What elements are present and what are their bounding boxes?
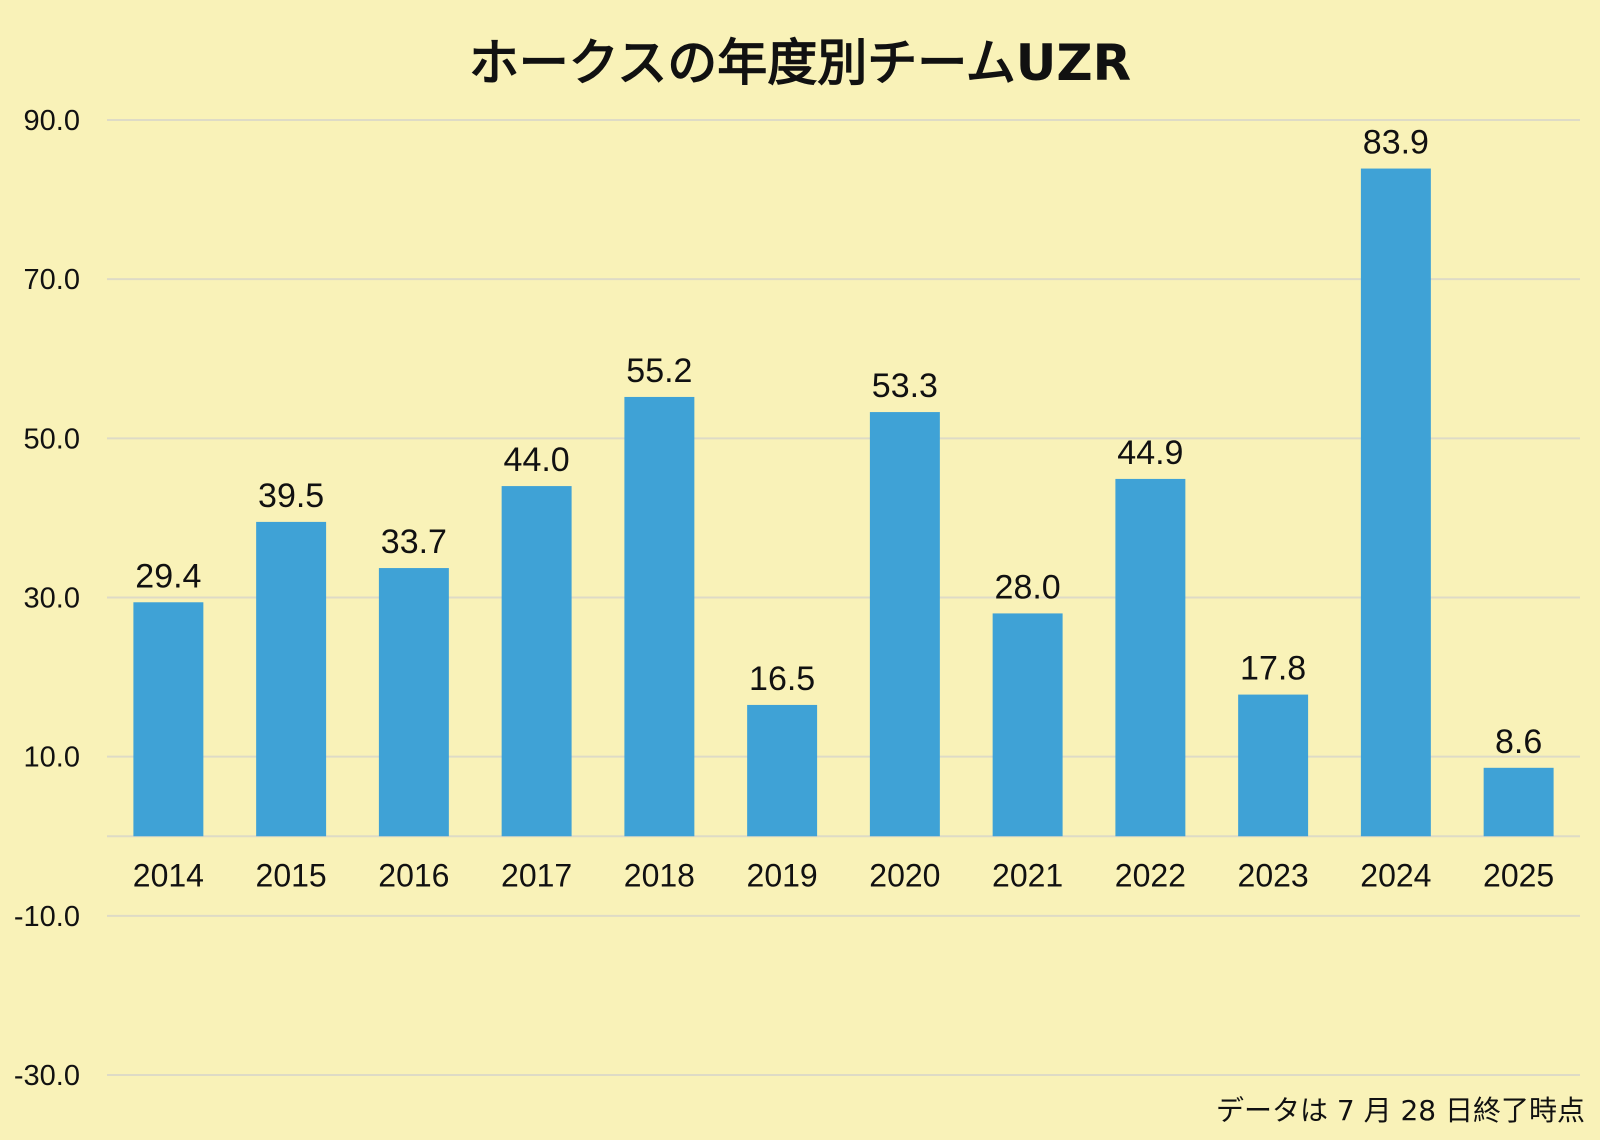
bar-2018 (624, 396, 695, 837)
bar-2024 (1360, 168, 1431, 837)
bar-2021 (992, 613, 1063, 837)
y-tick-label: 70.0 (24, 264, 80, 296)
bar-2014 (133, 602, 204, 837)
data-labels: 29.4 39.5 33.7 44.0 55.2 16.5 53.3 28.0 44.9 17.8… (135, 124, 1542, 761)
y-tick-label: -30.0 (14, 1060, 80, 1092)
data-label-2020: 53.3 (872, 367, 938, 405)
data-label-2023: 17.8 (1240, 650, 1306, 688)
bar-2023 (1238, 694, 1309, 837)
data-label-2021: 28.0 (995, 568, 1061, 606)
gridlines (107, 119, 1580, 1076)
bar-2025 (1483, 767, 1554, 837)
data-label-2014: 29.4 (135, 557, 201, 595)
y-tick-label: 90.0 (24, 105, 80, 137)
y-tick-label: 30.0 (24, 583, 80, 615)
bar-2020 (869, 412, 940, 837)
bars (133, 168, 1554, 837)
bar-2017 (501, 486, 572, 837)
data-label-2022: 44.9 (1117, 434, 1183, 472)
data-label-2024: 83.9 (1363, 124, 1429, 162)
bar-2016 (378, 568, 449, 837)
x-tick-label-2021: 2021 (992, 857, 1063, 893)
chart-title: ホークスの年度別チームUZR (469, 34, 1131, 92)
x-tick-label-2019: 2019 (747, 857, 818, 893)
x-tick-label-2016: 2016 (378, 857, 449, 893)
x-tick-label-2023: 2023 (1238, 857, 1309, 893)
x-tick-label-2014: 2014 (133, 857, 204, 893)
bar-2019 (747, 704, 818, 837)
data-label-2019: 16.5 (749, 660, 815, 698)
y-tick-label: 10.0 (24, 742, 80, 774)
y-axis: 90.0 70.0 50.0 30.0 10.0 -10.0 -30.0 (14, 105, 80, 1092)
x-tick-label-2018: 2018 (624, 857, 695, 893)
x-tick-label-2022: 2022 (1115, 857, 1186, 893)
data-label-2017: 44.0 (504, 441, 570, 479)
x-axis: 2014 2015 2016 2017 2018 2019 2020 2021 2022 2023… (133, 857, 1554, 893)
data-label-2025: 8.6 (1495, 723, 1542, 761)
data-note: データは 7 月 28 日終了時点 (1216, 1094, 1585, 1127)
x-tick-label-2017: 2017 (501, 857, 572, 893)
bar-2015 (256, 521, 327, 837)
x-tick-label-2020: 2020 (869, 857, 940, 893)
x-tick-label-2025: 2025 (1483, 857, 1554, 893)
bar-2022 (1115, 478, 1186, 837)
data-label-2018: 55.2 (626, 352, 692, 390)
data-label-2016: 33.7 (381, 523, 447, 561)
data-label-2015: 39.5 (258, 477, 324, 515)
x-tick-label-2024: 2024 (1360, 857, 1431, 893)
y-tick-label: 50.0 (24, 423, 80, 455)
y-tick-label: -10.0 (14, 901, 80, 933)
x-tick-label-2015: 2015 (256, 857, 327, 893)
